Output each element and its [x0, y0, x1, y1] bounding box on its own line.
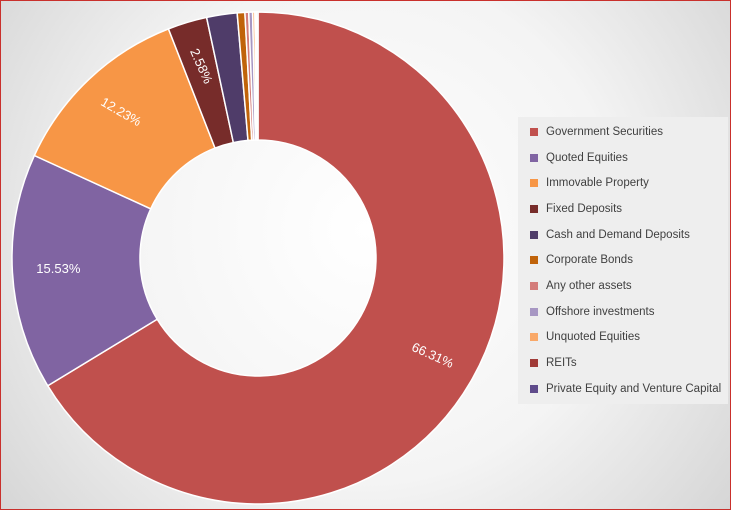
legend-label: Fixed Deposits	[546, 202, 623, 215]
legend-label: Immovable Property	[546, 177, 649, 190]
legend-swatch	[530, 256, 538, 265]
legend-swatch	[530, 179, 538, 188]
legend-label: Unquoted Equities	[546, 331, 640, 344]
legend-item: Unquoted Equities	[518, 325, 728, 351]
donut-slice-10	[255, 11, 259, 141]
donut-slice-0	[46, 11, 505, 505]
legend-label: Any other assets	[546, 279, 632, 292]
legend-swatch	[530, 127, 538, 136]
legend-label: REITs	[546, 357, 577, 370]
legend-label: Corporate Bonds	[546, 254, 633, 267]
legend-item: Government Securities	[518, 119, 728, 145]
legend-swatch	[530, 384, 538, 393]
legend-swatch	[530, 153, 538, 162]
legend-item: Quoted Equities	[518, 145, 728, 171]
legend-label: Quoted Equities	[546, 151, 628, 164]
legend-item: Cash and Demand Deposits	[518, 222, 728, 248]
legend-swatch	[530, 333, 538, 342]
legend-swatch	[530, 359, 538, 368]
legend-label: Private Equity and Venture Capital	[546, 382, 722, 395]
data-label-1: 15.53%	[36, 261, 81, 276]
legend-label: Cash and Demand Deposits	[546, 228, 690, 241]
donut-slice-1	[11, 154, 159, 387]
legend-item: Offshore investments	[518, 299, 728, 325]
legend-item: Any other assets	[518, 273, 728, 299]
legend-swatch	[530, 307, 538, 316]
legend-item: Immovable Property	[518, 170, 728, 196]
legend-swatch	[530, 281, 538, 290]
legend-swatch	[530, 230, 538, 239]
legend-label: Government Securities	[546, 125, 663, 138]
legend-item: Private Equity and Venture Capital	[518, 376, 728, 402]
legend-swatch	[530, 204, 538, 213]
legend-label: Offshore investments	[546, 305, 655, 318]
legend-item: REITs	[518, 350, 728, 376]
chart-legend: Government Securities Quoted Equities Immo…	[518, 117, 728, 404]
legend-item: Fixed Deposits	[518, 196, 728, 222]
legend-item: Corporate Bonds	[518, 247, 728, 273]
